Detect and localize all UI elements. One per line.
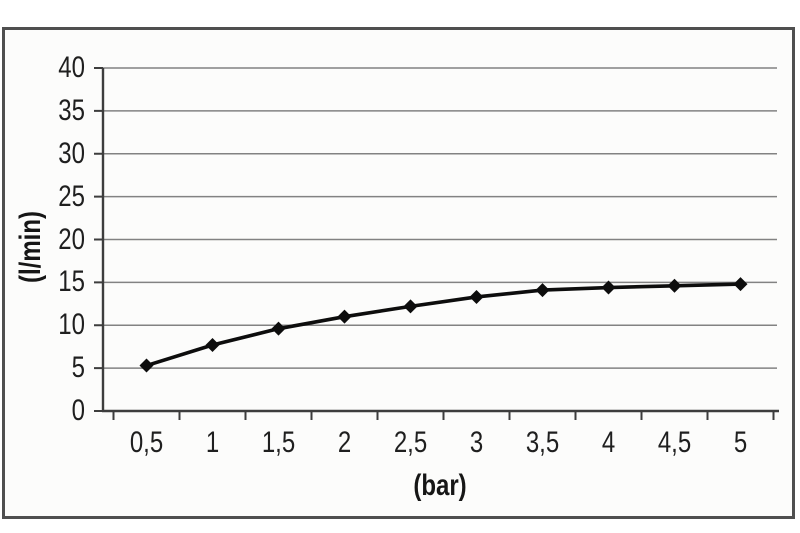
data-point-marker (271, 321, 286, 336)
x-tick-label: 0,5 (129, 425, 164, 460)
data-point-marker (601, 280, 616, 295)
y-tick-label: 25 (58, 179, 85, 213)
data-point-marker (403, 299, 418, 314)
data-point-marker (733, 277, 748, 292)
y-tick-label: 35 (58, 93, 85, 128)
y-tick-label: 20 (58, 222, 85, 256)
x-tick-label: 1,5 (261, 425, 296, 460)
x-tick-label: 3 (469, 425, 484, 460)
chart-frame: (bar) (l/min) 0 5 10 15 20 25 30 35 40 0,5 1 1,5 2 2,… (2, 27, 795, 519)
x-tick-label: 4,5 (657, 425, 692, 460)
x-tick-label: 5 (733, 425, 748, 460)
x-axis-title: (bar) (413, 468, 467, 503)
data-point-marker (205, 337, 220, 352)
y-tick-label: 30 (58, 136, 85, 170)
y-tick-label: 40 (58, 50, 85, 85)
data-point-marker (469, 289, 484, 304)
y-tick-label: 5 (71, 350, 85, 385)
data-point-marker (139, 358, 154, 373)
x-tick-label: 1 (205, 425, 220, 460)
data-point-marker (337, 309, 352, 324)
data-point-marker (667, 278, 682, 293)
flow-curve-chart (94, 67, 779, 420)
y-tick-label: 10 (58, 307, 85, 342)
series-line (144, 282, 743, 368)
x-tick-label: 2 (337, 425, 352, 460)
x-tick-label: 3,5 (525, 425, 560, 460)
y-tick-label: 0 (71, 393, 85, 428)
data-point-marker (535, 283, 550, 298)
y-tick-label: 15 (58, 264, 85, 299)
x-tick-label: 4 (601, 425, 616, 460)
x-tick-label: 2,5 (393, 425, 428, 460)
